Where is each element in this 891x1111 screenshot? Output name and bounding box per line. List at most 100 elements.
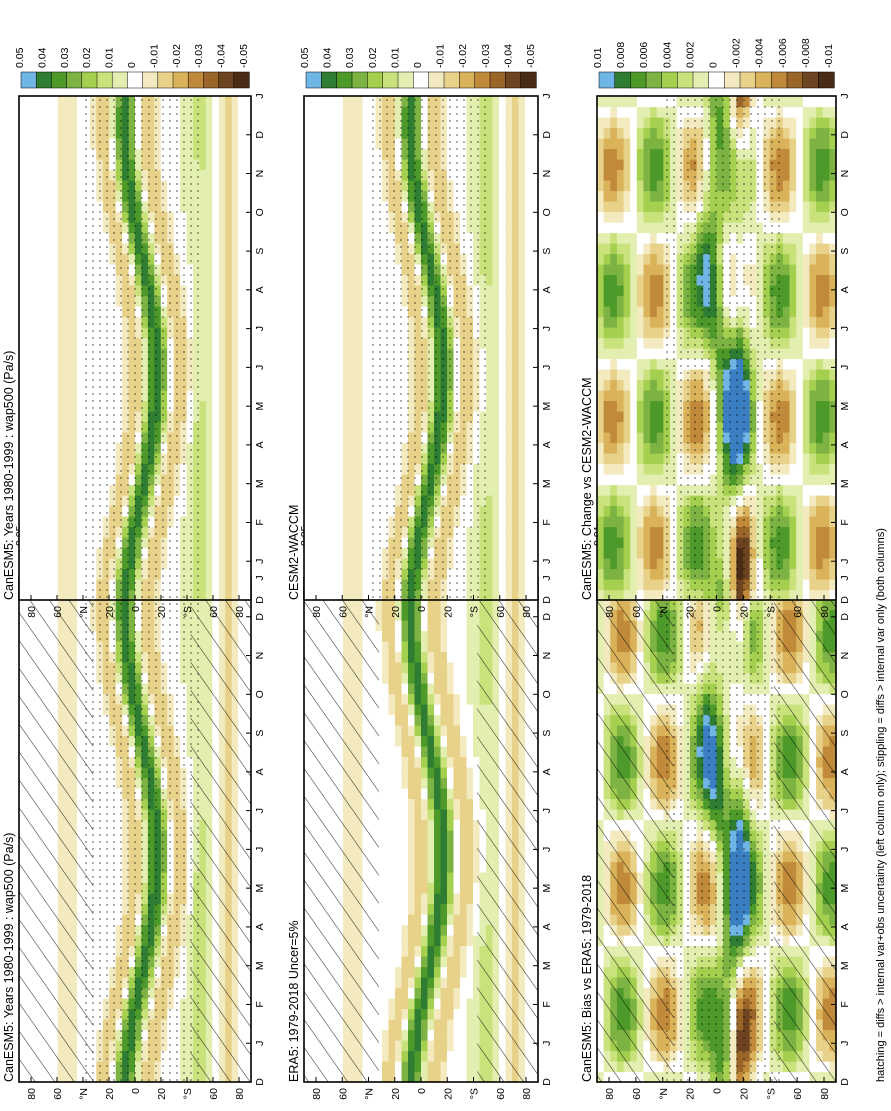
heatmap-cell	[466, 935, 474, 947]
heatmap-cell	[447, 935, 455, 947]
heatmap-cell	[51, 243, 59, 255]
heatmap-cell	[453, 746, 461, 758]
heatmap-cell	[38, 285, 46, 297]
heatmap-cell	[382, 788, 390, 800]
heatmap-cell	[414, 830, 422, 842]
heatmap-cell	[440, 840, 448, 852]
heatmap-cell	[421, 1008, 429, 1020]
heatmap-cell	[421, 872, 429, 884]
heatmap-cell	[64, 579, 72, 591]
heatmap-cell	[453, 704, 461, 716]
heatmap-cell	[19, 337, 26, 349]
heatmap-cell	[38, 316, 46, 328]
heatmap-cell	[427, 830, 435, 842]
heatmap-cell	[466, 914, 474, 926]
heatmap-cell	[408, 966, 416, 978]
heatmap-cell	[231, 421, 239, 433]
heatmap-cell	[205, 274, 213, 286]
heatmap-cell	[238, 285, 246, 297]
heatmap-cell	[460, 777, 468, 789]
heatmap-cell	[218, 264, 226, 276]
y-tick-label: 80	[26, 1088, 38, 1100]
heatmap-cell	[408, 977, 416, 989]
y-tick-label: °N	[78, 1088, 90, 1100]
heatmap-cell	[434, 809, 442, 821]
colorbar-swatch	[157, 71, 174, 89]
heatmap-cell	[25, 348, 33, 360]
heatmap-cell	[212, 211, 220, 223]
heatmap-cell	[460, 1008, 468, 1020]
heatmap-cell	[44, 295, 52, 307]
heatmap-cell	[375, 1019, 383, 1031]
heatmap-cell	[19, 463, 26, 475]
heatmap-cell	[434, 840, 442, 852]
x-tick-label: M	[254, 961, 266, 970]
heatmap-cell	[421, 840, 429, 852]
chart-panel-p3: ERA5: 1979-2018 Uncer=5% DJFMAMJJASONDJ80…	[287, 522, 553, 1100]
heatmap-cell	[31, 211, 39, 223]
heatmap-cell	[231, 169, 239, 181]
heatmap-cell	[414, 1019, 422, 1031]
heatmap-cell	[19, 348, 26, 360]
heatmap-cell	[427, 693, 435, 705]
heatmap-cell	[238, 474, 246, 486]
heatmap-cell	[77, 316, 84, 328]
heatmap-cell	[25, 547, 33, 559]
heatmap-cell	[231, 558, 239, 570]
heatmap-cell	[70, 232, 78, 244]
heatmap-cell	[199, 190, 207, 202]
heatmap-cell	[19, 264, 26, 276]
heatmap-cell	[421, 809, 429, 821]
heatmap-cell	[453, 819, 461, 831]
heatmap-cell	[238, 442, 246, 454]
colorbar-swatch	[218, 71, 235, 89]
heatmap-cell	[225, 180, 233, 192]
heatmap-cell	[57, 222, 65, 234]
heatmap-cell	[447, 735, 455, 747]
heatmap-cell	[375, 861, 383, 873]
y-tick-labels: 80 60 °N 20 0 20 °S 60 80	[26, 595, 246, 618]
heatmap-cell	[453, 1029, 461, 1041]
heatmap-cell	[460, 956, 468, 968]
heatmap-cell	[218, 411, 226, 423]
heatmap-cell	[401, 861, 409, 873]
heatmap-cell	[205, 243, 213, 255]
heatmap-cell	[427, 746, 435, 758]
heatmap-cell	[70, 547, 78, 559]
panel-title: CanESM5: Years 1980-1999 : wap500 (Pa/s)	[2, 351, 16, 600]
heatmap-cell	[440, 735, 448, 747]
heatmap-cell	[38, 474, 46, 486]
heatmap-cell	[77, 547, 84, 559]
heatmap-cell	[25, 327, 33, 339]
heatmap-cell	[225, 285, 233, 297]
heatmap-cell	[25, 421, 33, 433]
heatmap-cell	[38, 579, 46, 591]
x-tick-label: D	[254, 131, 266, 139]
heatmap-cell	[212, 190, 220, 202]
heatmap-cell	[70, 558, 78, 570]
heatmap-cell	[238, 243, 246, 255]
heatmap-cell	[25, 306, 33, 318]
heatmap-cell	[375, 977, 383, 989]
colorbar-label: 0.01	[104, 47, 116, 68]
heatmap-cell	[440, 1029, 448, 1041]
heatmap-cell	[77, 484, 84, 496]
heatmap-cell	[225, 589, 233, 601]
heatmap-cell	[414, 840, 422, 852]
heatmap-cell	[231, 306, 239, 318]
heatmap-cell	[218, 400, 226, 412]
heatmap-cell	[44, 222, 52, 234]
heatmap-cell	[64, 495, 72, 507]
heatmap-cell	[414, 777, 422, 789]
heatmap-cell	[395, 735, 403, 747]
heatmap-cell	[395, 935, 403, 947]
heatmap-cell	[212, 306, 220, 318]
heatmap-cell	[19, 558, 26, 570]
heatmap-cell	[244, 411, 252, 423]
heatmap-cell	[199, 421, 207, 433]
heatmap-cell	[64, 201, 72, 213]
heatmap-cell	[395, 777, 403, 789]
colorbar-label: 0.02	[81, 47, 93, 68]
heatmap-cell	[375, 714, 383, 726]
heatmap-cell	[473, 777, 481, 789]
